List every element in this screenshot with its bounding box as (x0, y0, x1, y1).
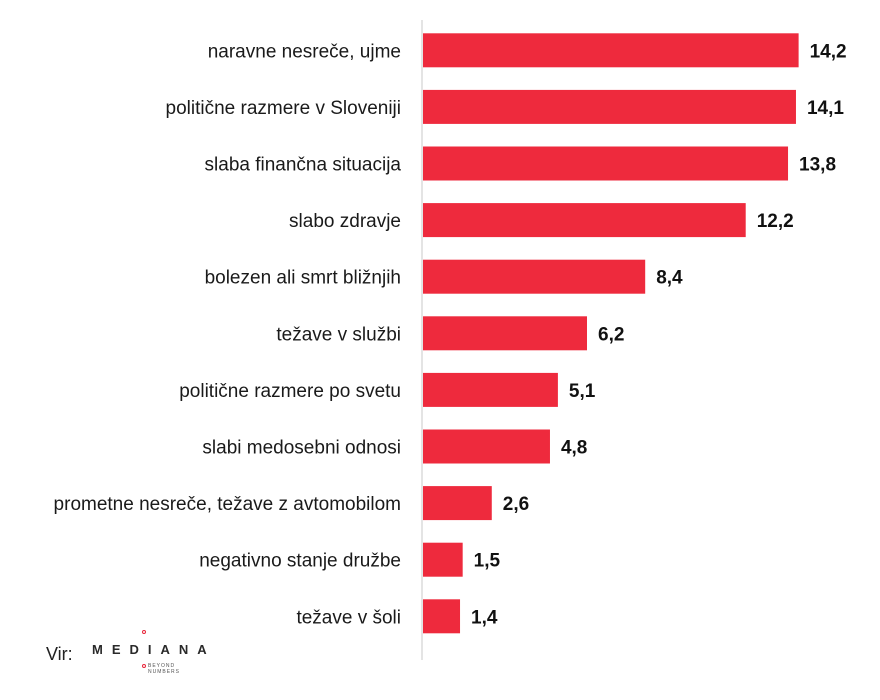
bar (423, 33, 799, 68)
value-label: 14,1 (807, 98, 844, 119)
logo-wordmark: MEDIANA (92, 642, 216, 657)
logo-tagline: BEYOND NUMBERS (148, 663, 181, 675)
bar (423, 372, 558, 407)
category-label: naravne nesreče, ujme (208, 41, 401, 62)
category-label: težave v službi (276, 324, 401, 345)
category-label: politične razmere po svetu (179, 381, 401, 402)
bar (423, 203, 746, 238)
category-label: slabo zdravje (289, 211, 401, 232)
value-label: 4,8 (561, 438, 587, 459)
value-label: 8,4 (656, 268, 683, 289)
category-label: slabi medosebni odnosi (202, 438, 401, 459)
bar (423, 486, 492, 521)
source-label: Vir: (46, 644, 73, 664)
bar (423, 542, 463, 577)
bars-group (423, 33, 799, 634)
category-label: prometne nesreče, težave z avtomobilom (54, 494, 401, 515)
value-label: 1,5 (474, 551, 501, 572)
mediana-logo: MEDIANA BEYOND NUMBERS (92, 630, 212, 680)
value-label: 5,1 (569, 381, 596, 402)
value-label: 13,8 (799, 155, 836, 176)
bar (423, 316, 587, 351)
bar (423, 599, 461, 634)
category-label: negativno stanje družbe (199, 551, 401, 572)
value-labels-group: 14,2 14,1 13,8 12,2 8,4 6,2 5,1 4,8 2,6 1,5 1,4 (471, 41, 847, 628)
bar (423, 259, 646, 294)
value-label: 6,2 (598, 324, 624, 345)
category-labels-group: naravne nesreče, ujme politične razmere v… (54, 41, 402, 628)
bar (423, 429, 550, 464)
logo-dot-top-icon (142, 630, 146, 634)
value-label: 2,6 (503, 494, 529, 515)
category-label: bolezen ali smrt bližnjih (205, 268, 401, 289)
value-label: 14,2 (810, 41, 847, 62)
bar (423, 89, 796, 124)
category-label: težave v šoli (296, 607, 401, 628)
value-label: 1,4 (471, 607, 498, 628)
bar (423, 146, 789, 181)
value-label: 12,2 (757, 211, 794, 232)
category-label: politične razmere v Sloveniji (166, 98, 402, 119)
logo-dot-bottom-icon (142, 664, 146, 668)
category-label: slaba finančna situacija (205, 155, 402, 176)
